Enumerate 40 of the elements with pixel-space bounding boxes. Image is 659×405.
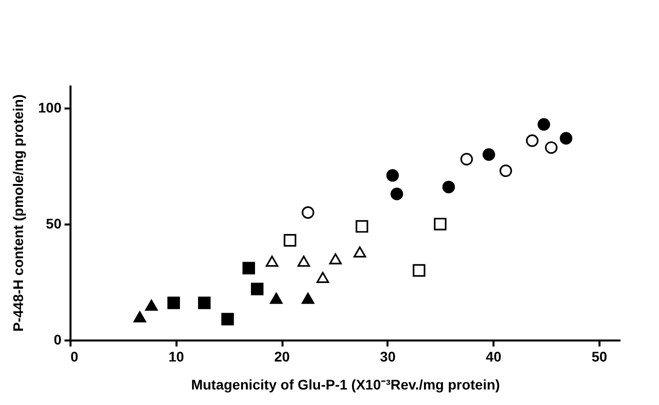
y-tick-label: 100 — [38, 100, 62, 116]
point — [386, 169, 399, 182]
point — [412, 264, 426, 277]
point — [390, 188, 404, 200]
y-axis-title: P-448-H content (pmole/mg protein) — [10, 94, 26, 332]
x-tick-label: 50 — [592, 348, 608, 364]
point — [526, 134, 538, 147]
x-tick-label: 20 — [274, 348, 290, 364]
point — [316, 272, 330, 283]
point — [284, 234, 296, 247]
point — [198, 296, 211, 310]
point — [460, 152, 473, 166]
x-tick-label: 30 — [380, 348, 396, 364]
point — [354, 246, 366, 258]
point — [560, 132, 572, 145]
point — [302, 206, 314, 219]
point — [145, 300, 158, 311]
point — [266, 256, 278, 267]
x-axis-title: Mutagenicity of Glu-P-1 (X10⁻³Rev./mg protein) — [191, 376, 500, 392]
point — [356, 220, 368, 233]
point — [544, 141, 558, 154]
point — [270, 292, 283, 304]
point — [221, 312, 234, 326]
point — [302, 292, 314, 304]
y-tick-label: 50 — [46, 216, 62, 232]
y-tick-label: 0 — [54, 332, 62, 348]
point — [329, 253, 342, 264]
point — [499, 164, 512, 178]
point — [250, 282, 264, 296]
point — [167, 296, 180, 310]
point — [242, 262, 256, 274]
x-tick-label: 10 — [168, 348, 184, 364]
point — [134, 311, 146, 322]
point — [538, 118, 550, 131]
point — [434, 218, 446, 230]
point — [442, 180, 455, 194]
point — [482, 148, 496, 161]
point — [297, 256, 310, 267]
x-tick-label: 0 — [70, 348, 78, 364]
x-tick-label: 40 — [486, 348, 502, 364]
